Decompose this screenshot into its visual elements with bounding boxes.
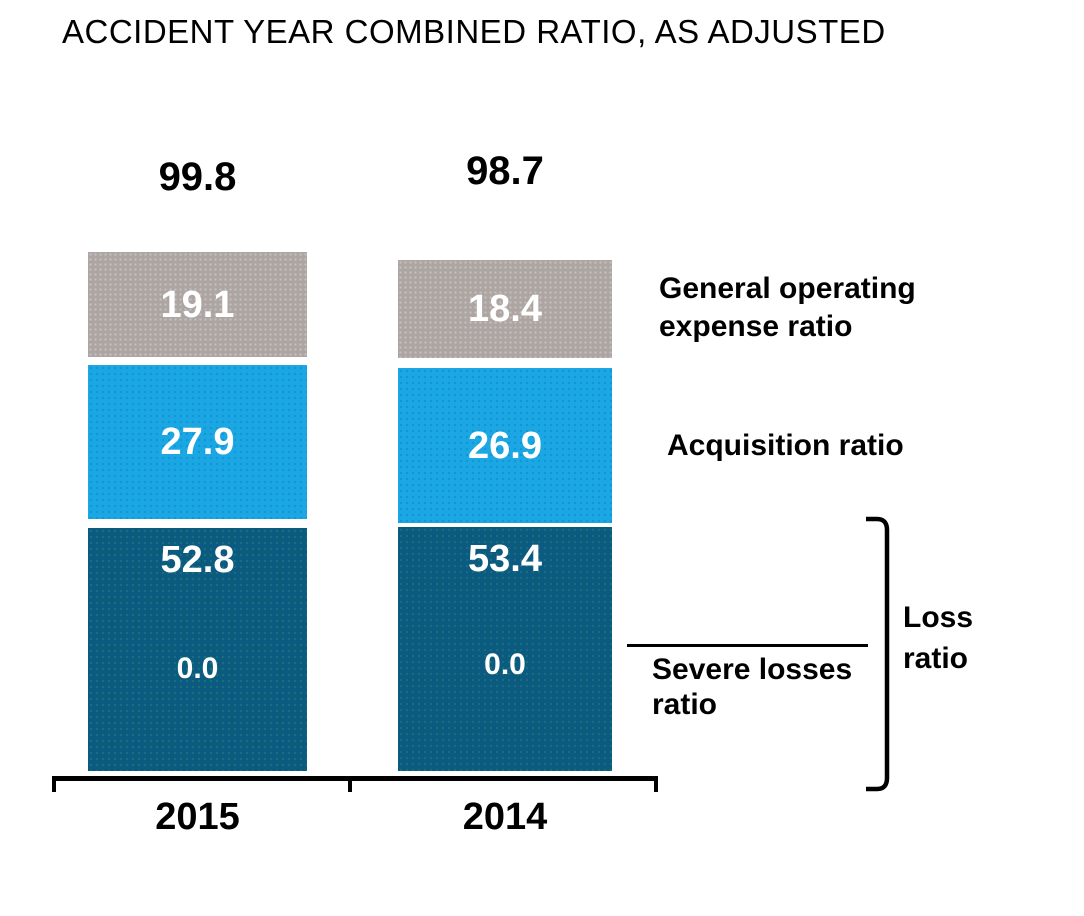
bar-2015-general-operating-segment: 19.1 <box>88 252 307 357</box>
loss-ratio-bracket <box>866 516 890 792</box>
x-axis-label-2015: 2015 <box>155 796 240 838</box>
bar-2014-severe-losses-value: 0.0 <box>484 648 526 681</box>
bar-2015-general-operating-value: 19.1 <box>160 283 235 326</box>
bar-2014-loss-segment: 53.4 0.0 <box>398 527 612 771</box>
legend-acquisition-ratio: Acquisition ratio <box>667 429 904 462</box>
bar-2014-general-operating-segment: 18.4 <box>398 260 612 358</box>
bar-2014-loss-value: 53.4 <box>468 538 542 580</box>
chart-title: ACCIDENT YEAR COMBINED RATIO, AS ADJUSTE… <box>62 13 886 50</box>
severe-losses-pointer-line <box>627 644 868 647</box>
x-axis-tick-left <box>52 776 56 792</box>
bar-2014-acquisition-segment: 26.9 <box>398 368 612 523</box>
total-value-2014: 98.7 <box>466 149 544 193</box>
bar-2014-general-operating-value: 18.4 <box>468 288 542 330</box>
legend-severe-losses-ratio: Severe losses ratio <box>652 653 853 721</box>
x-axis-tick-middle <box>348 776 352 792</box>
x-axis-tick-right <box>654 776 658 792</box>
legend-loss-ratio: Loss ratio <box>903 601 974 675</box>
bar-2015-acquisition-value: 27.9 <box>160 421 235 463</box>
legend-general-operating-expense-ratio: General operating expense ratio <box>659 272 916 343</box>
bar-2015-loss-value: 52.8 <box>160 539 235 581</box>
bar-2015-loss-segment: 52.8 0.0 <box>88 528 307 771</box>
bar-2015-severe-losses-value: 0.0 <box>176 652 219 685</box>
x-axis-label-2014: 2014 <box>462 796 548 838</box>
bar-2015-acquisition-segment: 27.9 <box>88 365 307 519</box>
bar-2014-acquisition-value: 26.9 <box>468 424 542 467</box>
x-axis-line <box>52 776 658 781</box>
total-value-2015: 99.8 <box>158 155 237 199</box>
